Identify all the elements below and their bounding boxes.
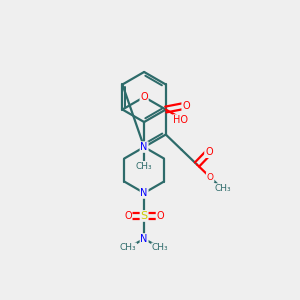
Text: O: O [205, 147, 213, 157]
Text: N: N [140, 188, 148, 198]
Text: CH₃: CH₃ [136, 162, 152, 171]
Text: S: S [140, 211, 148, 221]
Text: O: O [182, 100, 190, 111]
Text: N: N [140, 142, 148, 152]
Text: N: N [140, 234, 148, 244]
Text: CH₃: CH₃ [214, 184, 231, 193]
Text: CH₃: CH₃ [120, 243, 136, 252]
Text: O: O [207, 173, 214, 182]
Text: HO: HO [173, 115, 188, 125]
Text: O: O [124, 211, 132, 221]
Text: CH₃: CH₃ [152, 243, 169, 252]
Text: O: O [157, 211, 164, 221]
Text: O: O [140, 92, 148, 102]
